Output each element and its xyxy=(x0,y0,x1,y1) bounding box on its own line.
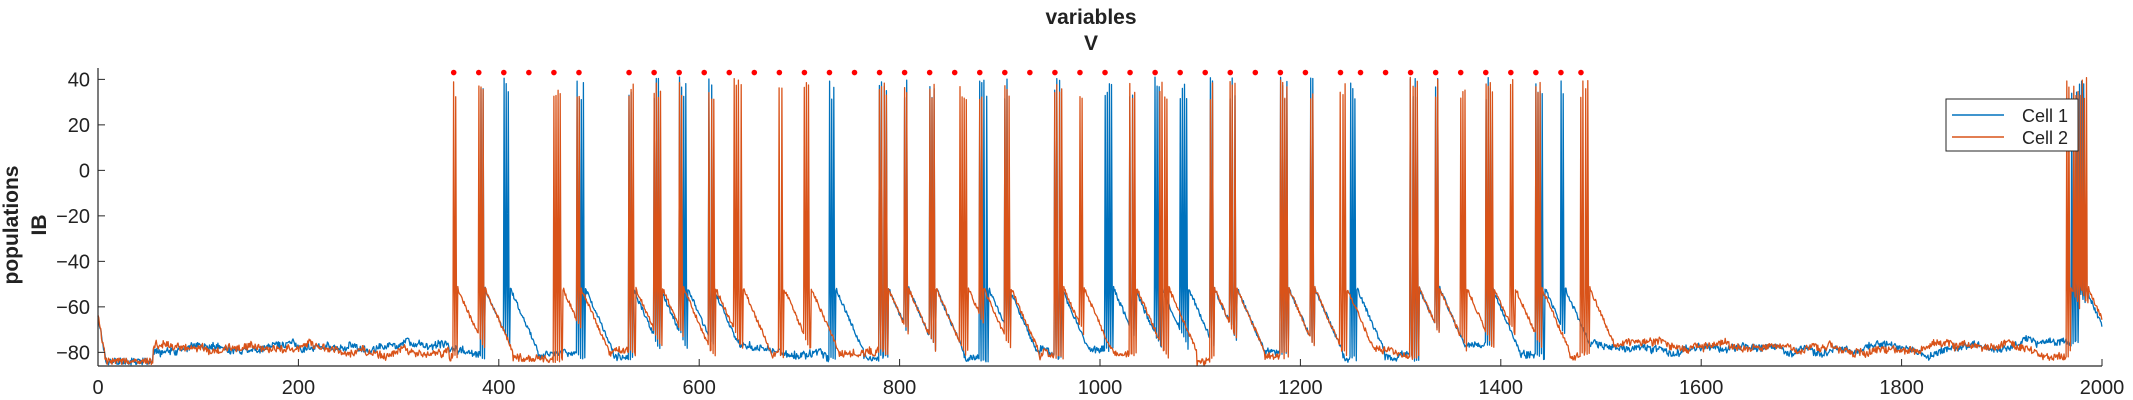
spike-marker xyxy=(701,69,708,76)
legend-box xyxy=(1945,98,2079,152)
spike-marker xyxy=(1052,69,1058,76)
spike-marker xyxy=(951,69,958,76)
spike-marker xyxy=(901,69,908,76)
spike-marker xyxy=(1382,69,1389,76)
x-tick-label: 200 xyxy=(282,377,315,399)
spike-marker xyxy=(1077,69,1083,76)
spike-marker xyxy=(1302,69,1309,76)
spike-marker xyxy=(1533,69,1539,76)
spike-marker xyxy=(876,69,883,76)
y-axis-label-line2: IB xyxy=(28,215,51,236)
spike-marker xyxy=(1002,69,1008,76)
spike-marker xyxy=(976,69,983,76)
y-tick-label: 20 xyxy=(68,115,90,137)
spike-marker xyxy=(526,69,532,76)
spike-marker xyxy=(1102,69,1108,76)
series-line-1 xyxy=(97,76,2103,366)
x-tick-label: 1200 xyxy=(1278,377,1323,399)
legend-label-cell-1: Cell 1 xyxy=(2022,106,2068,126)
chart-title-line2: V xyxy=(1084,32,1098,55)
spike-marker xyxy=(1482,69,1489,76)
spike-marker xyxy=(776,69,783,76)
spike-marker xyxy=(1027,69,1033,76)
x-tick-label: 0 xyxy=(92,377,103,399)
spike-marker xyxy=(726,69,733,76)
spike-marker xyxy=(1407,69,1414,76)
x-tick-label: 400 xyxy=(482,377,515,399)
legend: Cell 1 Cell 2 xyxy=(1945,98,2079,152)
x-tick-label: 800 xyxy=(883,377,916,399)
y-tick-label: −40 xyxy=(56,251,90,273)
y-tick-label: −20 xyxy=(56,206,90,228)
spike-marker xyxy=(1337,69,1344,76)
spike-marker xyxy=(576,69,582,76)
spike-marker xyxy=(475,69,482,76)
spike-marker xyxy=(1508,69,1514,76)
x-ticks: 0 200 400 600 800 1000 1200 1400 1600 1800 2000 xyxy=(92,359,2124,399)
spike-marker xyxy=(926,69,933,76)
axis-layer: 0 200 400 600 800 1000 1200 1400 1600 1800 2000 −8… xyxy=(56,68,2124,399)
chart-title-line1: variables xyxy=(1045,6,1136,29)
y-tick-label: 40 xyxy=(68,69,90,91)
spike-marker xyxy=(676,69,682,76)
spike-marker xyxy=(1558,69,1564,76)
spike-marker xyxy=(1227,69,1234,76)
spike-marker xyxy=(1252,69,1259,76)
marker-layer xyxy=(450,69,1584,76)
spike-marker xyxy=(551,69,557,76)
y-ticks: −80 −60 −40 −20 0 20 40 xyxy=(56,69,105,364)
y-axis-label-line1: populations xyxy=(0,166,23,285)
x-tick-label: 1600 xyxy=(1679,377,1724,399)
plot-area: 0 200 400 600 800 1000 1200 1400 1600 1800 2000 −8… xyxy=(56,68,2124,399)
spike-marker xyxy=(851,69,858,76)
x-tick-label: 1400 xyxy=(1479,377,1524,399)
legend-label-cell-2: Cell 2 xyxy=(2022,128,2068,148)
spike-marker xyxy=(651,69,657,76)
spike-marker xyxy=(751,69,758,76)
series-layer xyxy=(97,76,2103,367)
spike-marker xyxy=(1177,69,1183,76)
spike-marker xyxy=(1127,69,1133,76)
spike-marker xyxy=(1432,69,1439,76)
y-tick-label: −60 xyxy=(56,297,90,319)
spike-marker xyxy=(626,69,632,76)
series-line-2 xyxy=(97,76,2103,367)
spike-marker xyxy=(826,69,833,76)
spike-marker xyxy=(501,69,507,76)
y-tick-label: 0 xyxy=(79,160,90,182)
x-tick-label: 1000 xyxy=(1078,377,1123,399)
spike-marker xyxy=(1578,69,1584,76)
spike-marker xyxy=(1152,69,1158,76)
spike-marker xyxy=(1202,69,1209,76)
x-tick-label: 1800 xyxy=(1879,377,1924,399)
x-tick-label: 2000 xyxy=(2080,377,2125,399)
spike-marker xyxy=(801,69,808,76)
spike-marker xyxy=(1357,69,1364,76)
y-tick-label: −80 xyxy=(56,342,90,364)
spike-marker xyxy=(1457,69,1464,76)
spike-marker xyxy=(1277,69,1284,76)
x-tick-label: 600 xyxy=(683,377,716,399)
spike-marker xyxy=(450,69,457,76)
